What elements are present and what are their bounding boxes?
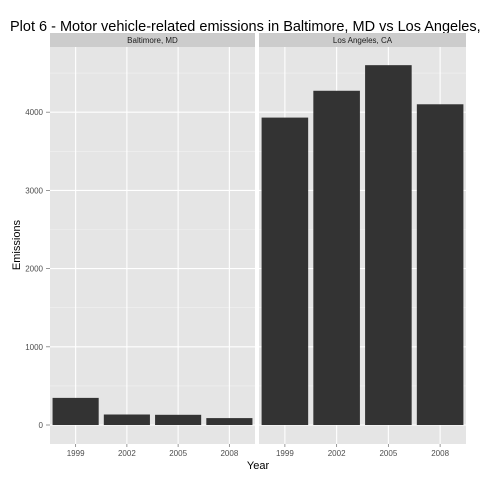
x-tick-label: 2008 bbox=[431, 449, 449, 458]
x-tick-label: 2002 bbox=[328, 449, 346, 458]
facet-label-los-angeles: Los Angeles, CA bbox=[333, 36, 393, 45]
x-tick-label: 2005 bbox=[379, 449, 397, 458]
facet-strip-los-angeles bbox=[259, 33, 466, 47]
facet-label-baltimore: Baltimore, MD bbox=[127, 36, 178, 45]
x-tick-label: 2008 bbox=[220, 449, 238, 458]
bar-baltimore-2008 bbox=[206, 418, 253, 425]
bar-baltimore-2002 bbox=[103, 414, 150, 425]
y-tick-label: 3000 bbox=[25, 186, 43, 195]
y-axis-title: Emissions bbox=[11, 219, 23, 270]
facet-strip-baltimore bbox=[50, 33, 255, 47]
gridlines bbox=[50, 47, 466, 444]
bar-baltimore-2005 bbox=[155, 414, 202, 425]
x-tick-label: 2002 bbox=[118, 449, 136, 458]
y-tick-label: 1000 bbox=[25, 343, 43, 352]
x-axis-ticks: 1999 2002 2005 2008 1999 2002 2005 2008 bbox=[67, 444, 450, 458]
x-tick-label: 1999 bbox=[276, 449, 294, 458]
bar-los-angeles-2008 bbox=[416, 104, 464, 425]
facet-panel-baltimore bbox=[50, 47, 255, 444]
y-tick-label: 0 bbox=[39, 421, 44, 430]
x-tick-label: 1999 bbox=[67, 449, 85, 458]
bars bbox=[52, 65, 464, 426]
y-axis-ticks: 0 1000 2000 3000 4000 bbox=[25, 108, 50, 430]
x-axis-title: Year bbox=[247, 460, 270, 472]
bar-los-angeles-2002 bbox=[313, 90, 360, 426]
bar-los-angeles-2005 bbox=[365, 65, 412, 425]
bar-baltimore-1999 bbox=[52, 397, 99, 425]
y-tick-label: 2000 bbox=[25, 265, 43, 274]
bar-los-angeles-1999 bbox=[261, 117, 309, 425]
x-tick-label: 2005 bbox=[169, 449, 187, 458]
chart-title: Plot 6 - Motor vehicle-related emissions… bbox=[10, 19, 480, 35]
y-tick-label: 4000 bbox=[25, 108, 43, 117]
